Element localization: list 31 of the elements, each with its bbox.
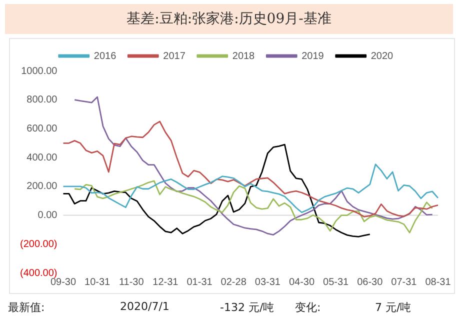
x-tick-label: 02-28 [220,276,247,288]
x-tick-label: 05-31 [323,276,350,288]
x-tick-label: 03-31 [254,276,281,288]
text: 变化: [295,300,321,315]
text: 7 元/吨 [375,300,412,315]
x-tick-label: 01-31 [186,276,213,288]
x-tick-label: 07-31 [391,276,418,288]
y-tick-label: 0.00 [38,210,58,222]
text: 2020/7/1 [120,300,170,313]
x-tick-label: 09-30 [50,276,76,288]
y-tick-label: 600.00 [26,123,58,134]
y-tick-label: (400.00) [20,268,58,279]
y-tick-label: (200.00) [20,238,58,250]
legend-label: 2020 [370,50,394,62]
x-tick-label: 10-31 [84,276,111,288]
text: -132 元/吨 [220,300,274,315]
legend-label: 2018 [232,50,256,62]
legend-label: 2016 [94,50,117,62]
y-tick-label: 800.00 [26,94,58,106]
x-tick-label: 11-30 [118,276,144,288]
x-tick-label: 04-30 [288,276,315,288]
y-tick-label: 1000.00 [21,66,58,77]
text: 最新值: [8,300,45,315]
chart-title: 基差:豆粕:张家港:历史09月-基准 [5,4,453,34]
legend-label: 2017 [163,50,186,62]
x-tick-label: 06-30 [357,276,384,288]
y-tick-label: 200.00 [26,181,58,192]
legend-label: 2019 [302,50,324,62]
y-tick-label: 400.00 [26,152,58,164]
x-tick-label: 08-31 [425,276,452,288]
x-tick-label: 12-31 [152,276,179,288]
